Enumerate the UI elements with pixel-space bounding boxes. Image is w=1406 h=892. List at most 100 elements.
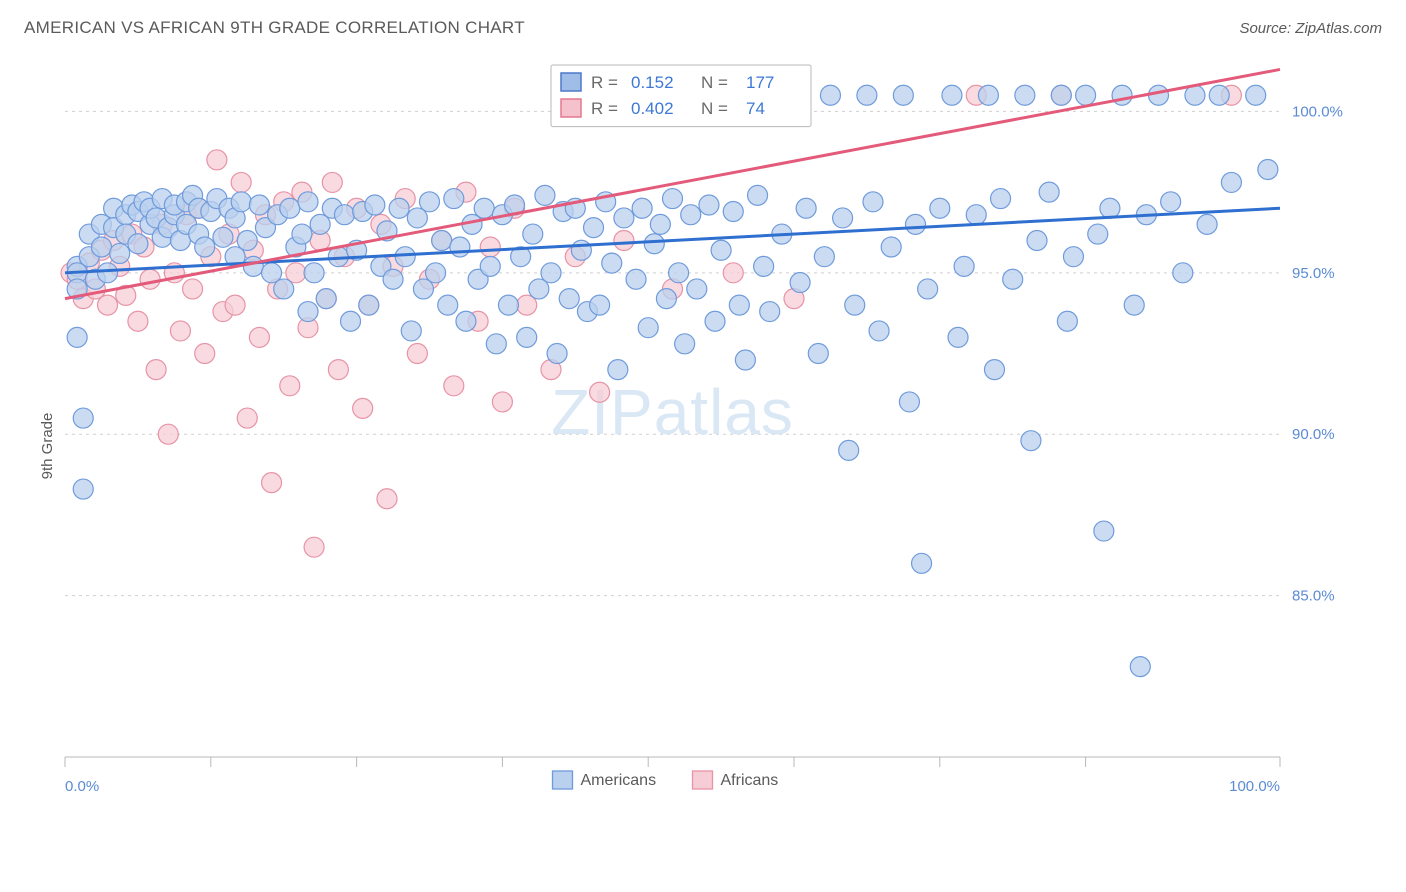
watermark: ZIPatlas: [551, 376, 794, 448]
data-point: [729, 295, 749, 315]
data-point: [231, 192, 251, 212]
data-point: [584, 218, 604, 238]
data-point: [541, 263, 561, 283]
data-point: [426, 263, 446, 283]
legend-n-value: 177: [746, 73, 774, 92]
data-point: [644, 234, 664, 254]
plot-area: 85.0%90.0%95.0%100.0%ZIPatlas0.0%100.0%R…: [55, 55, 1355, 815]
data-point: [280, 198, 300, 218]
data-point: [420, 192, 440, 212]
data-point: [1124, 295, 1144, 315]
data-point: [456, 311, 476, 331]
legend-n-label: N =: [701, 73, 728, 92]
data-point: [492, 392, 512, 412]
data-point: [1039, 182, 1059, 202]
data-point: [978, 85, 998, 105]
data-point: [98, 295, 118, 315]
data-point: [675, 334, 695, 354]
data-point: [91, 237, 111, 257]
chart-source: Source: ZipAtlas.com: [1239, 20, 1382, 37]
data-point: [195, 237, 215, 257]
data-point: [942, 85, 962, 105]
y-axis-label: 9th Grade: [39, 413, 56, 480]
data-point: [760, 302, 780, 322]
data-point: [899, 392, 919, 412]
data-point: [808, 344, 828, 364]
legend-swatch: [561, 73, 581, 91]
data-point: [632, 198, 652, 218]
data-point: [274, 279, 294, 299]
data-point: [401, 321, 421, 341]
data-point: [614, 231, 634, 251]
data-point: [893, 85, 913, 105]
data-point: [991, 189, 1011, 209]
data-point: [73, 479, 93, 499]
legend-swatch: [561, 99, 581, 117]
data-point: [316, 289, 336, 309]
data-point: [262, 473, 282, 493]
data-point: [723, 263, 743, 283]
data-point: [656, 289, 676, 309]
data-point: [796, 198, 816, 218]
legend-n-label: N =: [701, 99, 728, 118]
data-point: [67, 327, 87, 347]
data-point: [608, 360, 628, 380]
data-point: [183, 279, 203, 299]
data-point: [833, 208, 853, 228]
data-point: [498, 295, 518, 315]
data-point: [1003, 269, 1023, 289]
legend-n-value: 74: [746, 99, 765, 118]
data-point: [432, 231, 452, 251]
legend-r-value: 0.152: [631, 73, 674, 92]
data-point: [1027, 231, 1047, 251]
data-point: [73, 408, 93, 428]
data-point: [517, 327, 537, 347]
data-point: [1088, 224, 1108, 244]
data-point: [948, 327, 968, 347]
xtick-label: 0.0%: [65, 778, 99, 795]
data-point: [231, 172, 251, 192]
legend-r-label: R =: [591, 73, 618, 92]
data-point: [820, 85, 840, 105]
ytick-label: 90.0%: [1292, 426, 1335, 443]
data-point: [128, 311, 148, 331]
data-point: [249, 327, 269, 347]
data-point: [395, 247, 415, 267]
data-point: [1173, 263, 1193, 283]
data-point: [723, 201, 743, 221]
data-point: [1015, 85, 1035, 105]
data-point: [547, 344, 567, 364]
data-point: [195, 344, 215, 364]
data-point: [790, 272, 810, 292]
data-point: [918, 279, 938, 299]
data-point: [954, 256, 974, 276]
data-point: [213, 227, 233, 247]
data-point: [559, 289, 579, 309]
legend-stats: R =0.152N =177R =0.402N =74: [551, 65, 811, 127]
data-point: [705, 311, 725, 331]
legend-label: Americans: [581, 772, 657, 789]
data-point: [334, 205, 354, 225]
data-point: [98, 263, 118, 283]
data-point: [748, 185, 768, 205]
data-point: [1149, 85, 1169, 105]
data-point: [912, 553, 932, 573]
data-point: [906, 214, 926, 234]
data-point: [602, 253, 622, 273]
data-point: [249, 195, 269, 215]
data-point: [383, 269, 403, 289]
data-point: [480, 237, 500, 257]
data-point: [1130, 657, 1150, 677]
data-point: [681, 205, 701, 225]
data-point: [669, 263, 689, 283]
ytick-label: 85.0%: [1292, 588, 1335, 605]
data-point: [754, 256, 774, 276]
data-point: [225, 295, 245, 315]
data-point: [1057, 311, 1077, 331]
data-point: [128, 234, 148, 254]
data-point: [966, 205, 986, 225]
data-point: [535, 185, 555, 205]
data-point: [711, 240, 731, 260]
data-point: [1221, 172, 1241, 192]
data-point: [377, 489, 397, 509]
